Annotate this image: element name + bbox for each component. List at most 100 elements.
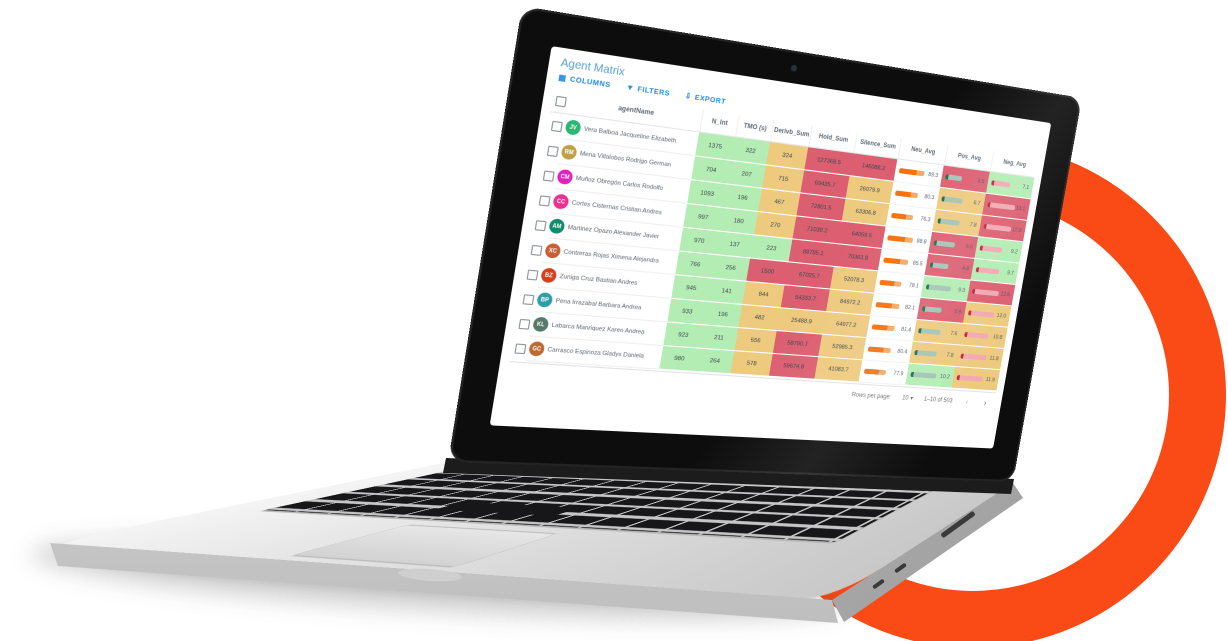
agent-name: Carrasco Espinoza Gladys Daniela (547, 346, 645, 360)
cell-neu-avg: 80.4 (862, 338, 913, 364)
neu-bar (875, 302, 900, 310)
cell-tmo: 141 (706, 278, 747, 305)
neg-avg-value: 11.9 (985, 376, 996, 383)
neu-bar (871, 324, 896, 332)
neg-bar (967, 310, 995, 318)
avatar: CM (556, 168, 574, 186)
webcam-icon (790, 64, 798, 72)
row-checkbox[interactable] (542, 169, 555, 182)
agent-name: Muñoz Obregón Carlos Rodolfo (575, 174, 664, 192)
neu-bar (863, 368, 887, 376)
pos-avg-value: 7.8 (946, 351, 955, 359)
pos-bar (929, 262, 949, 270)
cell-neu-avg: 77.9 (858, 360, 909, 386)
row-checkbox[interactable] (550, 120, 563, 132)
avatar: RM (560, 143, 578, 161)
neu-avg-value: 80.3 (923, 193, 935, 201)
cell-silence-sum: 64977.2 (822, 312, 871, 339)
cell-n-int: 766 (675, 251, 715, 279)
agent-name: Contreras Rojas Ximena Alejandra (563, 248, 660, 265)
rows-per-page-value: 10 (901, 394, 909, 402)
pos-avg-value: 6.7 (973, 199, 982, 207)
rows-per-page-label: Rows per page: (851, 391, 892, 401)
select-all-checkbox[interactable] (554, 95, 567, 107)
neu-avg-value: 78.1 (908, 282, 920, 290)
cell-hold-sum: 59674.8 (768, 353, 819, 380)
pos-bar (945, 174, 962, 182)
agent-name: Zuniga Cruz Bastian Andres (559, 273, 638, 287)
agent-name: Labarca Manriquez Karen Andrea (551, 321, 646, 336)
neg-avg-value: 9.7 (1006, 269, 1015, 277)
cell-tmo: 137 (714, 231, 755, 259)
column-header-n-int[interactable]: N_Int (699, 109, 739, 137)
avatar: GC (528, 341, 546, 357)
cell-silence-sum: 52985.3 (818, 334, 867, 361)
neu-bar (867, 346, 892, 354)
pos-bar (925, 284, 952, 292)
cell-n-int: 945 (671, 275, 711, 302)
agent-name: Mena Villalobos Rodrigo German (579, 150, 672, 169)
avatar: BP (536, 292, 554, 308)
cell-n-int: 980 (659, 346, 700, 372)
row-checkbox[interactable] (538, 194, 551, 206)
row-checkbox[interactable] (525, 268, 539, 280)
pos-bar (941, 196, 963, 204)
cell-tmo: 196 (703, 301, 743, 329)
neu-bar (898, 167, 925, 177)
row-checkbox[interactable] (530, 244, 543, 256)
neg-avg-value: 9.2 (1010, 248, 1019, 255)
pos-bar (937, 218, 961, 226)
cell-derivb-sum: 1500 (746, 258, 789, 286)
pos-avg-value: 9.3 (957, 286, 966, 294)
neg-avg-value: 7.1 (1021, 183, 1030, 191)
cell-n-int: 923 (663, 322, 704, 349)
neu-avg-value: 81.4 (900, 326, 912, 334)
row-checkbox[interactable] (513, 342, 526, 354)
cell-derivb-sum: 482 (738, 304, 781, 332)
next-page-button[interactable]: › (983, 398, 988, 408)
neu-bar (894, 190, 919, 199)
columns-icon: ▦ (557, 74, 568, 84)
pos-bar (921, 306, 943, 313)
row-checkbox[interactable] (521, 293, 535, 305)
neg-bar (964, 331, 990, 339)
rows-per-page-select[interactable]: 10 ▾ (902, 394, 914, 402)
pos-bar (933, 240, 955, 248)
neu-avg-value: 89.3 (927, 171, 939, 179)
pos-bar (914, 350, 938, 357)
pos-avg-value: 6.6 (965, 243, 974, 251)
pos-avg-value: 7.8 (969, 221, 978, 229)
pos-avg-value: 3.5 (976, 177, 985, 185)
neu-avg-value: 85.5 (912, 260, 924, 268)
neg-avg-value: 12.0 (996, 312, 1007, 320)
cell-pos-avg: 10.2 (905, 363, 956, 389)
neu-avg-value: 82.1 (904, 304, 916, 312)
row-checkbox[interactable] (517, 318, 530, 330)
previous-page-button[interactable]: ‹ (964, 397, 969, 407)
row-checkbox[interactable] (546, 144, 559, 157)
pos-avg-value: 4.8 (961, 265, 970, 272)
agent-name: Martinez Opazo Alexander Javier (567, 224, 660, 241)
neg-bar (991, 180, 1011, 188)
pos-avg-value: 10.2 (939, 373, 951, 380)
avatar: AM (548, 218, 566, 235)
pos-bar (910, 371, 937, 379)
filter-icon: ▼ (625, 83, 635, 93)
cell-derivb-sum: 556 (734, 328, 777, 354)
avatar: JV (564, 119, 582, 136)
neg-bar (956, 375, 983, 382)
cell-neg-avg: 11.9 (951, 366, 1001, 392)
pos-avg-value: 7.6 (950, 330, 958, 337)
neg-bar (987, 201, 1016, 211)
cell-tmo: 264 (695, 348, 735, 375)
cell-hold-sum: 58790.7 (772, 331, 823, 358)
neg-avg-value: 11.8 (989, 355, 1000, 362)
pagination-range: 1–10 of 503 (923, 396, 953, 404)
column-header-tmo-s-[interactable]: TMO (s) (735, 114, 774, 141)
neg-avg-value: 13.1 (1015, 205, 1026, 213)
neu-avg-value: 80.4 (896, 348, 908, 355)
row-checkbox[interactable] (534, 219, 547, 231)
neg-avg-value: 12.9 (1011, 226, 1022, 234)
avatar: KL (532, 316, 550, 333)
